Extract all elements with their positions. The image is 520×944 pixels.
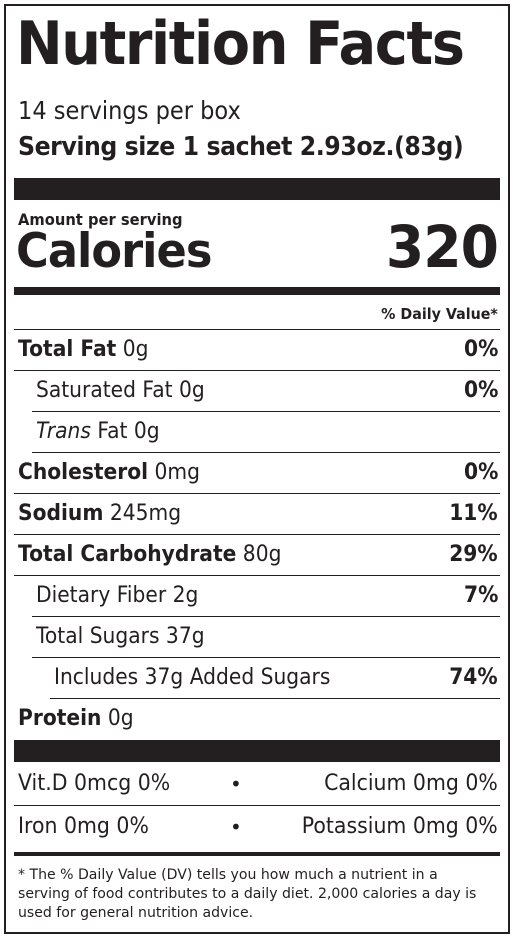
row-divider [14,534,500,535]
serving-size: Serving size 1 sachet 2.93oz.(83g) [18,132,464,162]
nutrient-row-total-fat: Total Fat 0g [18,337,149,362]
nutrient-row-added-sugars: Includes 37g Added Sugars [54,665,331,690]
row-divider [32,452,500,453]
dv-dietary-fiber: 7% [463,583,498,608]
serving-size-label: Serving size [18,132,175,162]
dv-sodium: 11% [449,501,498,526]
row-divider [32,657,500,658]
nutrient-row-trans-fat: Trans Fat 0g [36,419,160,444]
nutrient-row-protein: Protein 0g [18,706,134,731]
amount-per-serving: Amount per serving [18,210,183,229]
potassium: Potassium 0mg 0% [302,814,498,839]
vitamin-d: Vit.D 0mcg 0% [18,771,171,796]
medium-divider [14,287,500,295]
dv-total-carbohydrate: 29% [449,542,498,567]
thick-divider [14,178,500,200]
calories-value: 320 [385,213,499,281]
row-divider [14,370,500,371]
separator-dot: • [230,815,242,839]
dv-added-sugars: 74% [449,665,498,690]
nutrient-row-cholesterol: Cholesterol 0mg [18,460,201,485]
serving-size-value: 1 sachet 2.93oz.(83g) [182,132,464,162]
row-divider [14,493,500,494]
row-divider [14,575,500,576]
nutrient-row-sodium: Sodium 245mg [18,501,182,526]
panel-title: Nutrition Facts [16,9,465,79]
dv-cholesterol: 0% [463,460,498,485]
footnote: * The % Daily Value (DV) tells you how m… [18,867,477,921]
separator-dot: • [230,772,242,796]
row-divider [14,805,500,806]
thick-divider-bottom [14,740,500,762]
nutrient-row-total-sugars: Total Sugars 37g [36,624,205,649]
nutrient-row-total-carbohydrate: Total Carbohydrate 80g [18,542,282,567]
row-divider [14,329,500,330]
footnote-divider [14,852,500,856]
calories-label: Calories [16,224,212,279]
row-divider [50,698,500,699]
daily-value-header: % Daily Value* [381,305,498,323]
dv-total-fat: 0% [463,337,498,362]
row-divider [32,411,500,412]
row-divider [32,616,500,617]
nutrition-facts-panel: Nutrition Facts 14 servings per box Serv… [4,4,510,934]
nutrient-row-dietary-fiber: Dietary Fiber 2g [36,583,199,608]
nutrient-row-saturated-fat: Saturated Fat 0g [36,378,205,403]
iron: Iron 0mg 0% [18,814,149,839]
servings-per-container: 14 servings per box [18,96,241,125]
calcium: Calcium 0mg 0% [324,771,498,796]
dv-saturated-fat: 0% [463,378,498,403]
